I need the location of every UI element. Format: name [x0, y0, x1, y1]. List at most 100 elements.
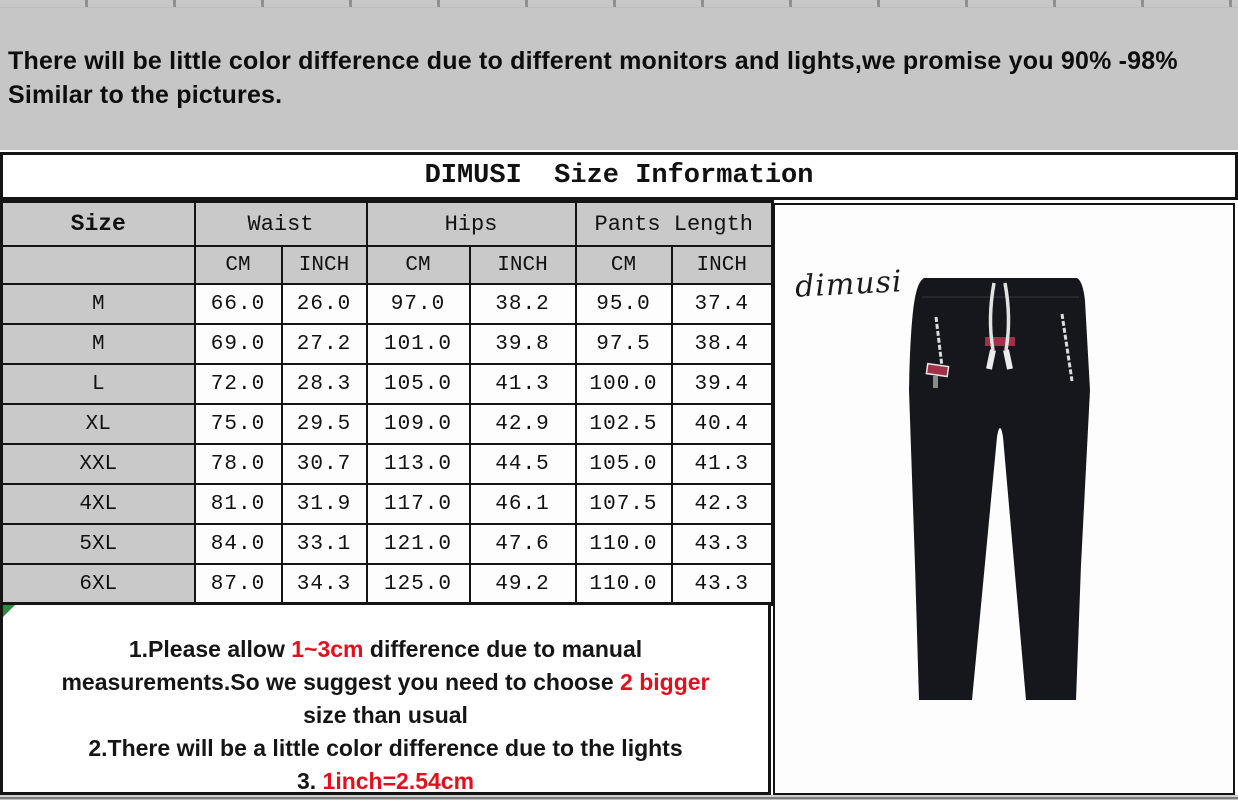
- table-row: XXL 78.0 30.7 113.0 44.5 105.0 41.3: [0, 443, 774, 485]
- measurement-cell: 78.0: [193, 443, 283, 485]
- measurement-cell: 27.2: [280, 323, 368, 365]
- measurement-cell: 101.0: [365, 323, 471, 365]
- note-text: 1.Please allow: [128, 636, 292, 662]
- note-highlight: 1~3cm: [291, 636, 364, 662]
- measurement-cell: 81.0: [193, 483, 283, 525]
- measurement-cell: 26.0: [280, 283, 368, 325]
- measurement-cell: 97.0: [365, 283, 471, 325]
- measurement-cell: 44.5: [468, 443, 577, 485]
- measurement-cell: 95.0: [574, 283, 673, 325]
- header-waist: Waist: [193, 200, 368, 247]
- note-text: 3.: [296, 768, 323, 794]
- header-size: Size: [0, 200, 196, 247]
- note-text: size than usual: [303, 702, 468, 728]
- subheader-waist-cm: CM: [193, 245, 283, 285]
- table-header-row: Size Waist Hips Pants Length: [0, 200, 774, 247]
- table-row: 4XL 81.0 31.9 117.0 46.1 107.5 42.3: [0, 483, 774, 525]
- measurement-cell: 38.2: [468, 283, 577, 325]
- measurement-cell: 105.0: [574, 443, 673, 485]
- measurement-cell: 125.0: [365, 563, 471, 606]
- size-label-cell: 6XL: [0, 563, 196, 606]
- bottom-edge-line: [0, 795, 1238, 800]
- selection-corner-mark: [3, 605, 15, 617]
- measurement-cell: 40.4: [670, 403, 774, 445]
- measurement-cell: 113.0: [365, 443, 471, 485]
- note-text: 2.There will be a little color differenc…: [88, 735, 683, 761]
- pants-silhouette: [909, 278, 1090, 700]
- drawstring-left: [988, 282, 996, 351]
- measurement-cell: 29.5: [280, 403, 368, 445]
- table-title: DIMUSI Size Information: [0, 152, 1238, 200]
- zipper-right: [1060, 313, 1074, 382]
- measurement-cell: 33.1: [280, 523, 368, 565]
- measurement-cell: 39.8: [468, 323, 577, 365]
- product-image-panel: dimusi: [773, 203, 1235, 795]
- note-line: measurements.So we suggest you need to c…: [3, 666, 768, 699]
- subheader-hips-cm: CM: [365, 245, 471, 285]
- size-label-cell: M: [0, 323, 196, 365]
- measurement-cell: 34.3: [280, 563, 368, 606]
- measurement-cell: 69.0: [193, 323, 283, 365]
- header-pants-length: Pants Length: [574, 200, 774, 247]
- note-line: 3. 1inch=2.54cm: [3, 765, 768, 794]
- note-highlight: 2 bigger: [620, 669, 710, 695]
- measurement-cell: 47.6: [468, 523, 577, 565]
- note-text: measurements.So we suggest you need to c…: [61, 669, 621, 695]
- measurement-cell: 107.5: [574, 483, 673, 525]
- size-table: Size Waist Hips Pants Length CM INCH CM …: [0, 200, 775, 606]
- measurement-cell: 41.3: [468, 363, 577, 405]
- zipper-pull: [933, 376, 938, 388]
- measurement-cell: 39.4: [670, 363, 774, 405]
- measurement-cell: 117.0: [365, 483, 471, 525]
- table-subheader-row: CM INCH CM INCH CM INCH: [0, 245, 774, 285]
- size-label-cell: 5XL: [0, 523, 196, 565]
- measurement-cell: 110.0: [574, 523, 673, 565]
- pants-illustration: [909, 278, 1090, 700]
- measurement-cell: 49.2: [468, 563, 577, 606]
- drawstring-aglet-left: [986, 349, 996, 370]
- table-row: XL 75.0 29.5 109.0 42.9 102.5 40.4: [0, 403, 774, 445]
- subheader-pants-cm: CM: [574, 245, 673, 285]
- table-row: M 69.0 27.2 101.0 39.8 97.5 38.4: [0, 323, 774, 365]
- subheader-empty: [0, 245, 196, 285]
- measurement-cell: 87.0: [193, 563, 283, 606]
- note-line: size than usual: [3, 699, 768, 732]
- measurement-cell: 97.5: [574, 323, 673, 365]
- measurement-cell: 31.9: [280, 483, 368, 525]
- zipper-left: [934, 316, 945, 376]
- table-row: L 72.0 28.3 105.0 41.3 100.0 39.4: [0, 363, 774, 405]
- notes-lines: 1.Please allow 1~3cm difference due to m…: [3, 633, 768, 794]
- measurement-cell: 84.0: [193, 523, 283, 565]
- measurement-cell: 38.4: [670, 323, 774, 365]
- table-row: 5XL 84.0 33.1 121.0 47.6 110.0 43.3: [0, 523, 774, 565]
- measurement-cell: 66.0: [193, 283, 283, 325]
- note-line: 1.Please allow 1~3cm difference due to m…: [3, 633, 768, 666]
- size-label-cell: L: [0, 363, 196, 405]
- subheader-hips-inch: INCH: [468, 245, 577, 285]
- table-row: M 66.0 26.0 97.0 38.2 95.0 37.4: [0, 283, 774, 325]
- measurement-cell: 37.4: [670, 283, 774, 325]
- measurement-cell: 42.3: [670, 483, 774, 525]
- size-label-cell: XXL: [0, 443, 196, 485]
- notes-box: 1.Please allow 1~3cm difference due to m…: [0, 602, 771, 795]
- measurement-cell: 43.3: [670, 563, 774, 606]
- banner-line1: There will be little color difference du…: [8, 47, 1178, 75]
- measurement-cell: 100.0: [574, 363, 673, 405]
- subheader-waist-inch: INCH: [280, 245, 368, 285]
- measurement-cell: 121.0: [365, 523, 471, 565]
- measurement-cell: 42.9: [468, 403, 577, 445]
- note-highlight: 1inch=2.54cm: [322, 768, 475, 794]
- subheader-pants-inch: INCH: [670, 245, 774, 285]
- measurement-cell: 46.1: [468, 483, 577, 525]
- note-line: 2.There will be a little color differenc…: [3, 732, 768, 765]
- drawstring-red-wrap: [985, 337, 1015, 346]
- spreadsheet-column-ticks: [0, 0, 1238, 8]
- size-label-cell: M: [0, 283, 196, 325]
- color-disclaimer-banner: There will be little color difference du…: [0, 8, 1238, 150]
- size-label-cell: XL: [0, 403, 196, 445]
- measurement-cell: 102.5: [574, 403, 673, 445]
- size-table-body: M 66.0 26.0 97.0 38.2 95.0 37.4 M 69.0 27.2 101.0 3…: [0, 283, 774, 606]
- measurement-cell: 30.7: [280, 443, 368, 485]
- measurement-cell: 110.0: [574, 563, 673, 606]
